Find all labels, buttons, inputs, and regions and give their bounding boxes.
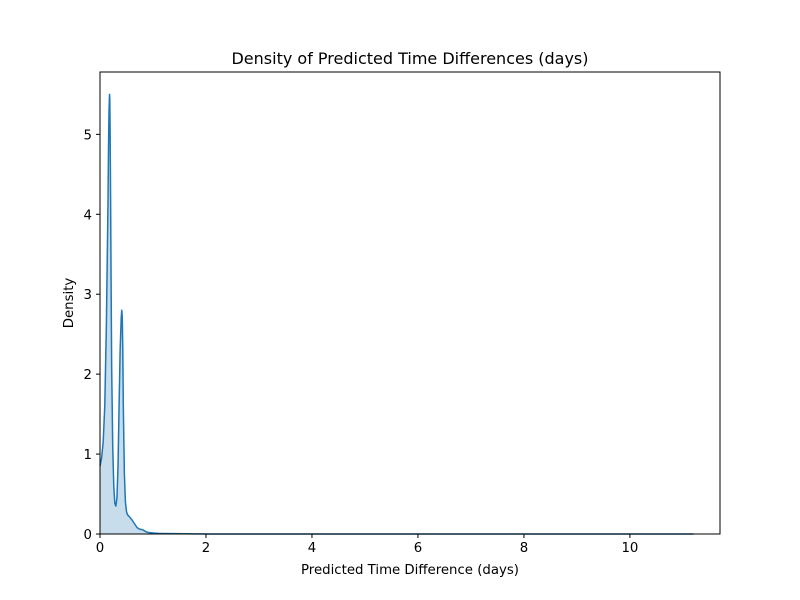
x-axis-label: Predicted Time Difference (days) [301,563,519,578]
x-tick-label: 4 [308,541,316,556]
x-tick-label: 2 [202,541,210,556]
x-tick-label: 6 [414,541,422,556]
plot-frame [99,71,721,535]
x-tick-label: 8 [520,541,528,556]
y-axis-label: Density [62,278,77,329]
y-tick-label: 0 [84,528,92,543]
x-tick-label: 0 [96,541,104,556]
x-tick-label: 10 [621,541,638,556]
x-axis-ticks: 0 2 4 6 8 10 [96,534,638,556]
y-tick-label: 5 [84,128,92,143]
chart-title: Density of Predicted Time Differences (d… [231,49,588,68]
y-axis-ticks: 0 1 2 3 4 5 [84,128,100,543]
y-tick-label: 4 [84,208,92,223]
y-tick-label: 1 [84,448,92,463]
y-tick-label: 3 [84,288,92,303]
y-tick-label: 2 [84,368,92,383]
